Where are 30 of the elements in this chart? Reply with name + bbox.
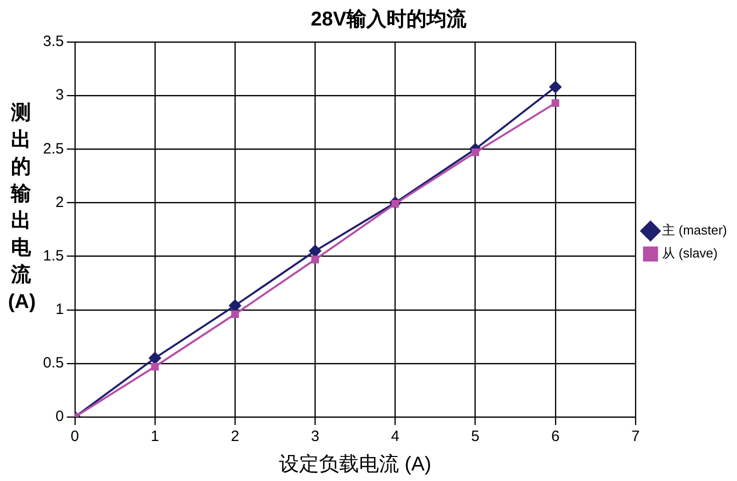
y-tick-label: 1	[56, 301, 64, 318]
x-tick-label: 7	[631, 428, 640, 446]
x-tick-label: 5	[471, 428, 480, 446]
y-axis-title: 测出的输出电流 (A)	[8, 101, 36, 315]
point	[552, 99, 560, 107]
point	[549, 81, 562, 93]
point	[471, 148, 480, 156]
legend-label: 从 (slave)	[662, 246, 718, 261]
y-tick-label: 0	[56, 408, 64, 426]
y-tick-label: 3.5	[42, 33, 64, 50]
y-tick-label: 2.5	[42, 140, 64, 158]
x-tick-label: 4	[391, 428, 400, 446]
point	[151, 362, 159, 370]
chart-title: 28V输入时的均流	[310, 8, 468, 31]
x-tick-label: 3	[310, 428, 320, 446]
y-tick-label: 2	[56, 194, 64, 211]
x-tick-label: 0	[70, 428, 80, 446]
x-tick-label: 1	[150, 428, 160, 446]
point	[229, 300, 242, 312]
x-tick-label: 6	[551, 428, 560, 446]
y-tick-label: 3	[56, 86, 64, 104]
point	[309, 244, 322, 257]
point	[148, 352, 161, 364]
y-tick-label: 1.5	[42, 247, 64, 264]
point	[231, 310, 239, 318]
legend-label: 主 (master)	[662, 222, 727, 238]
point	[311, 256, 319, 264]
x-tick-label: 2	[230, 428, 240, 446]
x-axis-title: 设定负载电流 (A)	[279, 454, 432, 476]
y-tick-label: 0.5	[42, 354, 64, 372]
